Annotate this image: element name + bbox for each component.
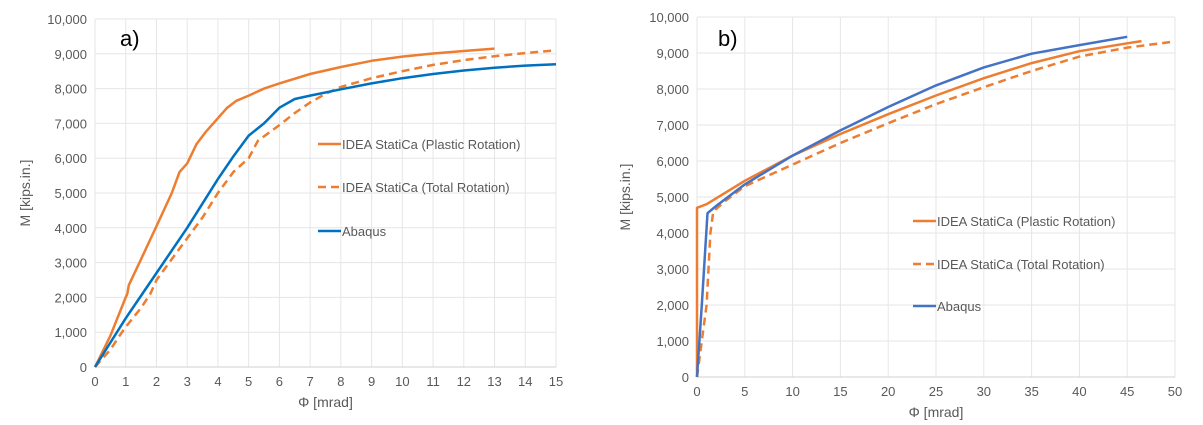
y-tick-label: 8,000 [656,82,689,97]
x-tick-label: 0 [693,384,700,399]
y-tick-label: 4,000 [656,226,689,241]
y-tick-label: 1,000 [54,325,87,340]
x-tick-label: 12 [457,374,471,389]
legend-label: IDEA StatiCa (Total Rotation) [937,257,1105,272]
x-tick-label: 2 [153,374,160,389]
x-tick-label: 3 [184,374,191,389]
series-line-idea-statica-plastic-rotation [695,39,1142,377]
series-line-abaqus [93,62,557,368]
x-tick-label: 13 [487,374,501,389]
x-tick-label: 6 [276,374,283,389]
x-tick-label: 10 [395,374,409,389]
legend-label: Abaqus [342,224,387,239]
legend-label: IDEA StatiCa (Plastic Rotation) [937,214,1115,229]
x-tick-label: 15 [549,374,563,389]
y-tick-label: 5,000 [54,186,87,201]
series-line-idea-statica-total-rotation [695,40,1176,378]
panel-label: a) [120,26,140,51]
x-tick-label: 0 [91,374,98,389]
y-tick-label: 10,000 [649,10,689,25]
series-line-abaqus [695,35,1128,378]
x-tick-label: 20 [881,384,895,399]
x-tick-label: 1 [122,374,129,389]
x-tick-label: 50 [1168,384,1182,399]
y-tick-label: 3,000 [656,262,689,277]
x-tick-label: 35 [1024,384,1038,399]
x-tick-label: 10 [785,384,799,399]
x-tick-label: 14 [518,374,532,389]
x-tick-label: 7 [307,374,314,389]
series-line-idea-statica-plastic-rotation [93,47,495,368]
x-tick-label: 4 [214,374,221,389]
chart-panel-a: 0 1,000 2,000 3,000 4,000 5,000 6,000 7,000 8,00… [17,12,563,410]
x-axis-label: Φ [mrad] [298,394,353,410]
x-tick-label: 15 [833,384,847,399]
x-tick-label: 45 [1120,384,1134,399]
y-tick-label: 8,000 [54,82,87,97]
y-tick-label: 5,000 [656,190,689,205]
x-tick-label: 25 [929,384,943,399]
panel-label: b) [718,26,738,51]
x-tick-label: 5 [741,384,748,399]
legend-label: Abaqus [937,299,982,314]
y-axis-label: M [kips.in.] [617,164,633,231]
y-tick-label: 0 [80,360,87,375]
y-tick-label: 2,000 [54,290,87,305]
legend-label: IDEA StatiCa (Total Rotation) [342,180,510,195]
y-tick-label: 9,000 [54,47,87,62]
y-tick-label: 9,000 [656,46,689,61]
x-tick-label: 11 [426,374,440,389]
chart-panel-b: 0 1,000 2,000 3,000 4,000 5,000 6,000 7,000 8,00… [617,10,1182,420]
y-tick-label: 10,000 [47,12,87,27]
x-tick-label: 30 [977,384,991,399]
y-tick-label: 2,000 [656,298,689,313]
series-line-idea-statica-total-rotation [94,49,557,368]
x-tick-label: 9 [368,374,375,389]
x-axis-label: Φ [mrad] [909,404,964,420]
y-tick-label: 7,000 [54,116,87,131]
y-axis-label: M [kips.in.] [17,160,33,227]
y-tick-label: 0 [682,370,689,385]
y-tick-label: 3,000 [54,256,87,271]
y-tick-label: 7,000 [656,118,689,133]
y-tick-label: 6,000 [656,154,689,169]
x-tick-label: 40 [1072,384,1086,399]
x-tick-label: 8 [337,374,344,389]
x-tick-label: 5 [245,374,252,389]
legend-label: IDEA StatiCa (Plastic Rotation) [342,137,520,152]
y-tick-label: 4,000 [54,221,87,236]
y-tick-label: 6,000 [54,151,87,166]
y-tick-label: 1,000 [656,334,689,349]
